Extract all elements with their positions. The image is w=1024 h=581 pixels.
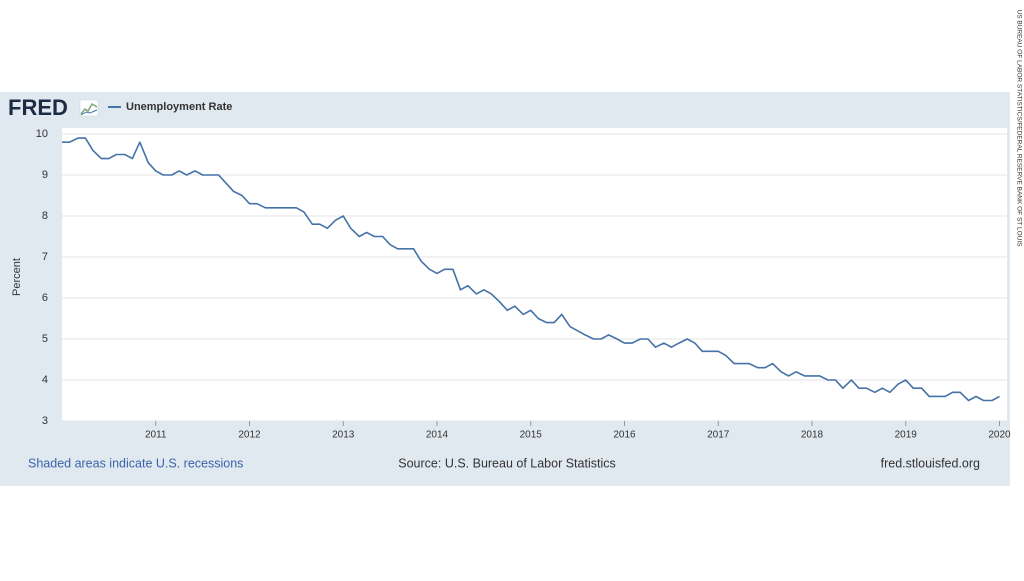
y-tick-label: 9 bbox=[42, 169, 48, 181]
recession-note[interactable]: Shaded areas indicate U.S. recessions bbox=[28, 456, 243, 470]
x-tick-label: 2016 bbox=[613, 430, 636, 441]
x-tick-label: 2013 bbox=[332, 430, 355, 441]
y-tick-label: 4 bbox=[42, 374, 48, 386]
legend-label: Unemployment Rate bbox=[126, 101, 232, 113]
url[interactable]: fred.stlouisfed.org bbox=[881, 456, 980, 470]
logo-icon bbox=[79, 99, 99, 117]
x-tick-label: 2011 bbox=[145, 430, 167, 441]
y-tick-label: 5 bbox=[42, 333, 48, 345]
y-axis-label: Percent bbox=[11, 258, 23, 296]
y-tick-label: 6 bbox=[42, 292, 48, 304]
series-line bbox=[62, 137, 1000, 402]
x-tick-label: 2020 bbox=[988, 430, 1011, 441]
credit: US BUREAU OF LABOR STATISTICS/FEDERAL RE… bbox=[1015, 10, 1022, 248]
y-tick-label: 7 bbox=[42, 251, 48, 263]
y-tick-label: 8 bbox=[42, 210, 48, 222]
x-tick-label: 2015 bbox=[520, 430, 543, 441]
brand-logo: FRED bbox=[8, 95, 68, 120]
plot-area bbox=[62, 128, 1007, 421]
x-tick-label: 2017 bbox=[707, 430, 730, 441]
y-tick-label: 10 bbox=[36, 128, 48, 140]
x-tick-label: 2019 bbox=[895, 430, 918, 441]
x-tick-label: 2012 bbox=[238, 430, 261, 441]
source: Source: U.S. Bureau of Labor Statistics bbox=[398, 456, 615, 470]
x-tick-label: 2018 bbox=[801, 430, 824, 441]
y-tick-label: 3 bbox=[42, 415, 48, 427]
x-tick-label: 2014 bbox=[426, 430, 449, 441]
